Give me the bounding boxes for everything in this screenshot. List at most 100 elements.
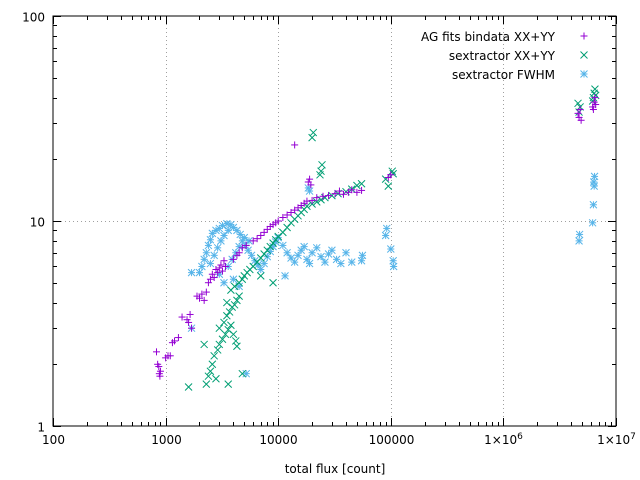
data-points	[152, 85, 600, 391]
data-point	[213, 243, 222, 252]
legend: AG fits bindata XX+YY sextractor XX+YY sex…	[421, 30, 588, 82]
data-point	[271, 235, 280, 244]
data-point	[347, 258, 356, 266]
data-point	[319, 192, 327, 200]
data-point	[305, 259, 314, 268]
data-point	[303, 197, 311, 205]
data-point	[202, 248, 211, 257]
data-point	[215, 264, 223, 272]
x-tick-label: 10000	[259, 433, 297, 447]
data-point	[208, 360, 217, 369]
data-point	[230, 300, 239, 309]
data-point	[213, 346, 222, 354]
data-point	[336, 259, 345, 268]
legend-marker	[580, 32, 588, 40]
data-point	[291, 141, 299, 149]
data-point	[358, 186, 366, 194]
data-point	[156, 367, 164, 375]
x-tick-label: 1×106	[484, 432, 523, 447]
data-point	[223, 311, 231, 320]
data-point	[231, 337, 240, 345]
data-point	[575, 230, 584, 239]
data-point	[290, 258, 299, 266]
data-point	[590, 172, 599, 181]
data-point	[312, 197, 321, 206]
data-point	[316, 170, 324, 179]
data-point	[588, 218, 597, 227]
data-point	[589, 200, 598, 209]
data-point	[253, 235, 261, 243]
data-point	[242, 369, 251, 378]
data-point	[195, 294, 203, 302]
data-point	[305, 187, 314, 195]
data-point	[317, 252, 325, 261]
data-point	[200, 255, 209, 264]
data-point	[214, 269, 222, 277]
data-point	[220, 231, 228, 240]
x-tick-label: 1×107	[597, 432, 636, 447]
data-point	[353, 188, 361, 196]
data-point	[185, 318, 193, 326]
y-tick-label: 100	[22, 11, 45, 25]
data-point	[591, 94, 599, 102]
y-tick-label: 10	[30, 216, 45, 230]
data-point	[260, 259, 268, 268]
data-point	[382, 224, 391, 233]
data-point	[152, 348, 160, 356]
data-point	[210, 351, 219, 360]
data-point	[215, 324, 224, 333]
data-point	[589, 178, 598, 186]
x-tick-label: 100	[42, 433, 65, 447]
data-point	[256, 272, 265, 280]
data-point	[384, 182, 393, 190]
x-tick-label-base: 1×10	[484, 433, 517, 447]
data-point	[215, 340, 224, 349]
x-tick-labels: 100 1000 10000 100000 1×106 1×107	[42, 432, 636, 447]
data-point	[233, 342, 241, 351]
data-point	[198, 290, 206, 298]
data-point	[188, 324, 196, 332]
y-tick-label: 1	[37, 421, 45, 435]
data-point	[279, 214, 287, 222]
data-point	[233, 226, 241, 235]
data-point	[220, 318, 228, 327]
data-point	[218, 335, 227, 344]
data-point	[200, 296, 208, 304]
x-tick-label: 100000	[369, 433, 415, 447]
legend-marker	[580, 70, 588, 78]
data-point	[155, 363, 163, 371]
data-point	[308, 200, 316, 208]
data-point	[225, 308, 234, 316]
data-point	[174, 334, 182, 342]
data-point	[269, 278, 277, 287]
data-point	[283, 223, 291, 232]
data-point	[184, 383, 193, 391]
data-point	[318, 160, 326, 169]
data-point	[308, 196, 316, 204]
data-point	[217, 261, 225, 269]
data-point	[187, 268, 196, 277]
legend-label: sextractor XX+YY	[449, 49, 556, 63]
data-point	[223, 298, 231, 307]
data-point	[221, 262, 229, 270]
data-point	[313, 194, 321, 202]
data-point	[236, 230, 245, 239]
data-point	[328, 246, 336, 255]
data-point	[335, 187, 343, 195]
data-point	[206, 275, 214, 283]
data-point	[339, 190, 347, 198]
data-point	[186, 310, 194, 318]
data-point	[227, 321, 235, 330]
data-point	[224, 380, 233, 389]
data-point	[171, 337, 179, 345]
data-point	[202, 380, 211, 389]
data-point	[218, 267, 226, 275]
data-point	[208, 270, 216, 278]
data-point	[294, 251, 302, 260]
data-point	[212, 265, 220, 273]
data-point	[235, 249, 243, 257]
data-point	[283, 211, 291, 219]
data-point	[242, 241, 250, 249]
data-point	[348, 186, 356, 194]
data-point	[210, 274, 218, 282]
